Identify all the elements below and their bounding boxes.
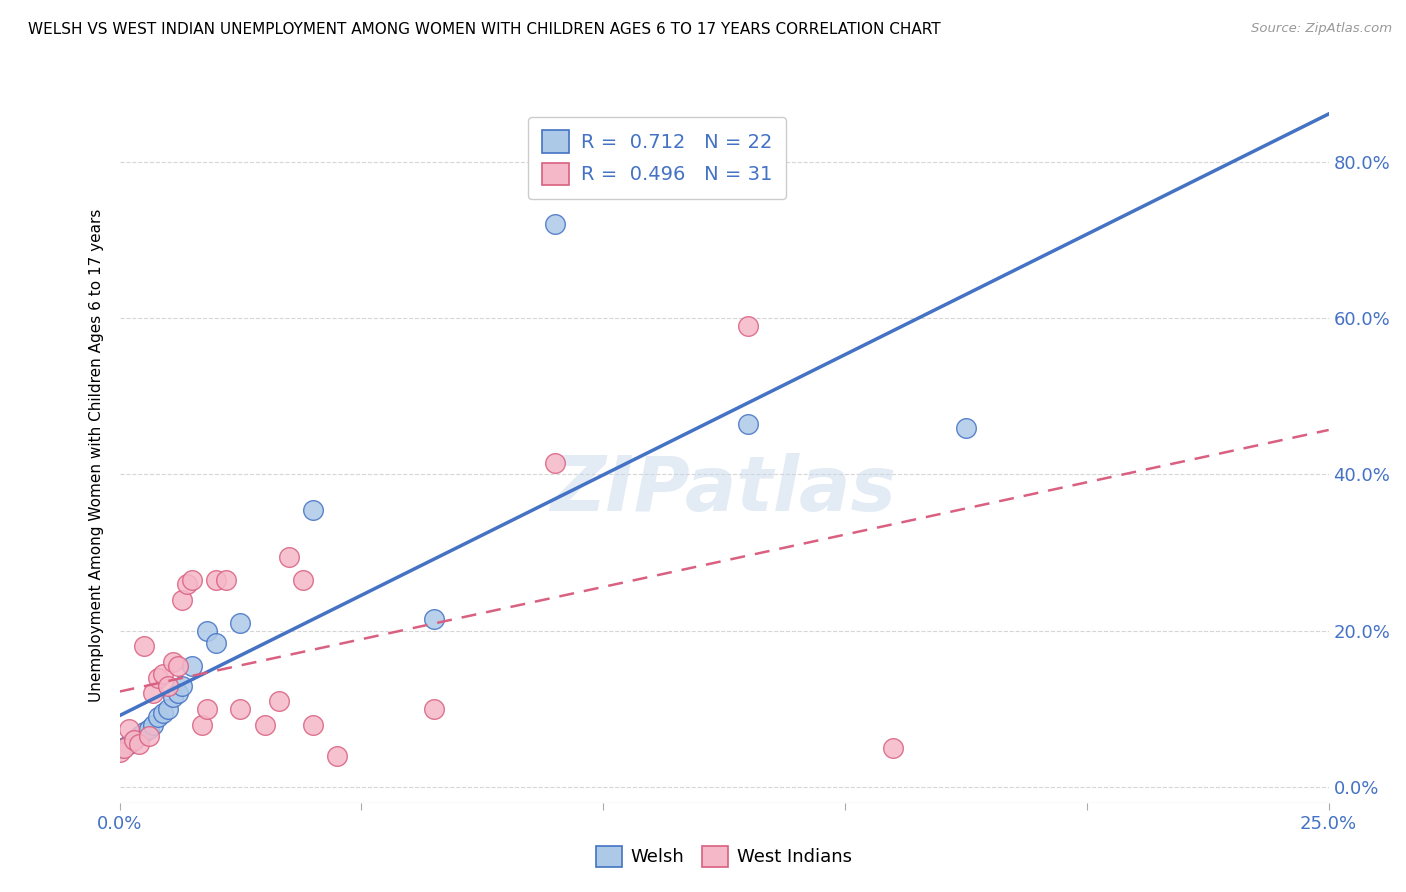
Point (955, 420, 977, 434)
Point (172, 592, 194, 607)
Legend: Welsh, West Indians: Welsh, West Indians (589, 838, 859, 874)
Point (544, 456, 567, 470)
Point (176, 577, 198, 591)
Point (166, 659, 188, 673)
Point (132, 725, 155, 739)
Y-axis label: Unemployment Among Women with Children Ages 6 to 17 years: Unemployment Among Women with Children A… (89, 208, 104, 702)
Point (253, 717, 276, 731)
Point (152, 706, 174, 720)
Point (118, 722, 141, 736)
Point (269, 694, 291, 708)
Point (156, 679, 179, 693)
Point (142, 686, 165, 700)
Point (195, 702, 218, 716)
Point (181, 659, 204, 673)
Point (181, 573, 204, 587)
Point (138, 730, 160, 744)
Point (118, 737, 141, 751)
Point (128, 737, 150, 751)
Point (423, 612, 446, 626)
Point (302, 502, 325, 516)
Point (205, 573, 228, 587)
Point (122, 733, 145, 747)
Point (142, 717, 165, 731)
Point (195, 624, 218, 638)
Text: WELSH VS WEST INDIAN UNEMPLOYMENT AMONG WOMEN WITH CHILDREN AGES 6 TO 17 YEARS C: WELSH VS WEST INDIAN UNEMPLOYMENT AMONG … (28, 22, 941, 37)
Point (112, 741, 135, 756)
Point (326, 748, 349, 763)
Point (423, 702, 446, 716)
Point (172, 679, 194, 693)
Text: Source: ZipAtlas.com: Source: ZipAtlas.com (1251, 22, 1392, 36)
Point (156, 702, 179, 716)
Point (108, 741, 131, 756)
Text: ZIPatlas: ZIPatlas (551, 453, 897, 526)
Point (162, 655, 184, 669)
Point (205, 635, 228, 649)
Point (737, 417, 759, 431)
Point (148, 710, 170, 724)
Point (148, 671, 170, 685)
Point (229, 702, 252, 716)
Point (544, 217, 567, 231)
Point (292, 573, 315, 587)
Point (737, 318, 759, 333)
Point (215, 573, 238, 587)
Point (152, 666, 174, 681)
Point (132, 640, 155, 654)
Point (162, 690, 184, 705)
Point (229, 615, 252, 630)
Point (122, 733, 145, 747)
Point (302, 717, 325, 731)
Point (108, 745, 131, 759)
Point (166, 686, 188, 700)
Point (128, 730, 150, 744)
Point (882, 741, 904, 756)
Point (190, 717, 212, 731)
Point (138, 722, 160, 736)
Point (277, 549, 299, 564)
